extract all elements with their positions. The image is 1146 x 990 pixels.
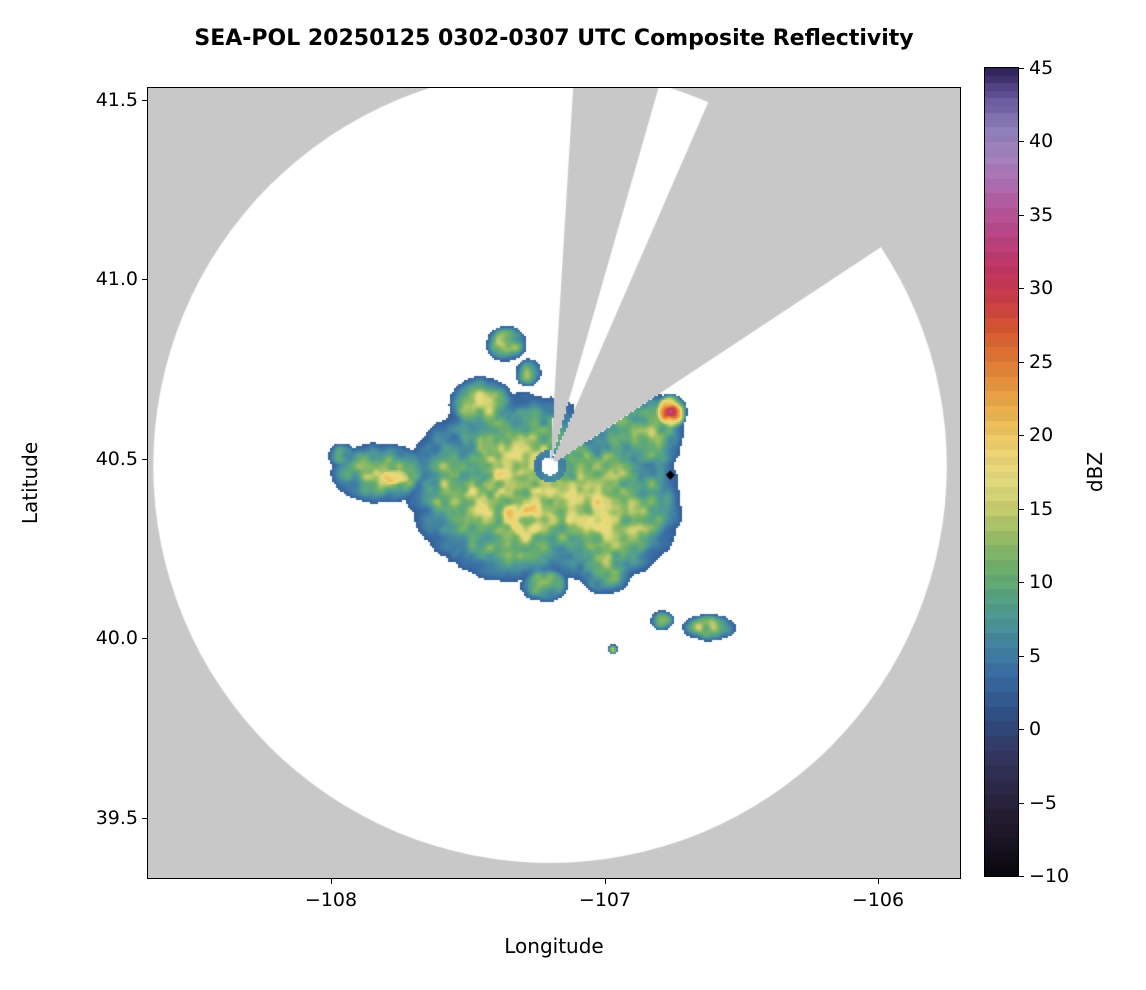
chart-title: SEA-POL 20250125 0302-0307 UTC Composite… (194, 26, 914, 51)
y-tick-label: 40.0 (95, 627, 138, 649)
x-tick-label: −108 (304, 889, 358, 911)
radar-reflectivity-canvas (148, 88, 960, 878)
colorbar-tick-label: 30 (1029, 277, 1054, 299)
colorbar-tick-label: 45 (1029, 57, 1054, 79)
colorbar-tick-mark (1019, 509, 1024, 510)
colorbar-tick-label: 15 (1029, 498, 1054, 520)
y-tick-label: 39.5 (95, 807, 138, 829)
y-axis-label: Latitude (18, 441, 42, 525)
colorbar-tick-label: 20 (1029, 424, 1054, 446)
y-tick-mark (142, 459, 147, 460)
y-tick-mark (142, 638, 147, 639)
colorbar-tick-mark (1019, 288, 1024, 289)
y-tick-label: 40.5 (95, 448, 138, 470)
colorbar-tick-mark (1019, 362, 1024, 363)
colorbar-tick-label: 35 (1029, 204, 1054, 226)
colorbar-tick-label: 25 (1029, 351, 1054, 373)
colorbar-tick-mark (1019, 656, 1024, 657)
colorbar-tick-mark (1019, 803, 1024, 804)
colorbar-tick-label: 5 (1029, 645, 1042, 667)
colorbar-tick-label: 40 (1029, 130, 1054, 152)
y-tick-mark (142, 279, 147, 280)
colorbar-tick-mark (1019, 215, 1024, 216)
y-tick-label: 41.5 (95, 89, 138, 111)
x-tick-mark (605, 879, 606, 884)
y-tick-label: 41.0 (95, 268, 138, 290)
colorbar-axis-label: dBZ (1083, 451, 1107, 493)
colorbar-tick-mark (1019, 141, 1024, 142)
colorbar-tick-label: 10 (1029, 571, 1054, 593)
colorbar-tick-label: 0 (1029, 718, 1042, 740)
plot-area (147, 87, 961, 879)
colorbar-tick-mark (1019, 729, 1024, 730)
colorbar (984, 67, 1019, 877)
x-tick-label: −106 (851, 889, 905, 911)
colorbar-gradient-canvas (985, 68, 1018, 876)
y-tick-mark (142, 100, 147, 101)
x-tick-mark (331, 879, 332, 884)
x-tick-mark (878, 879, 879, 884)
colorbar-tick-mark (1019, 876, 1024, 877)
colorbar-tick-label: −5 (1029, 792, 1058, 814)
colorbar-tick-mark (1019, 435, 1024, 436)
colorbar-tick-mark (1019, 68, 1024, 69)
x-tick-label: −107 (578, 889, 632, 911)
colorbar-tick-label: −10 (1029, 865, 1070, 887)
y-tick-mark (142, 818, 147, 819)
x-axis-label: Longitude (504, 934, 604, 958)
colorbar-tick-mark (1019, 582, 1024, 583)
